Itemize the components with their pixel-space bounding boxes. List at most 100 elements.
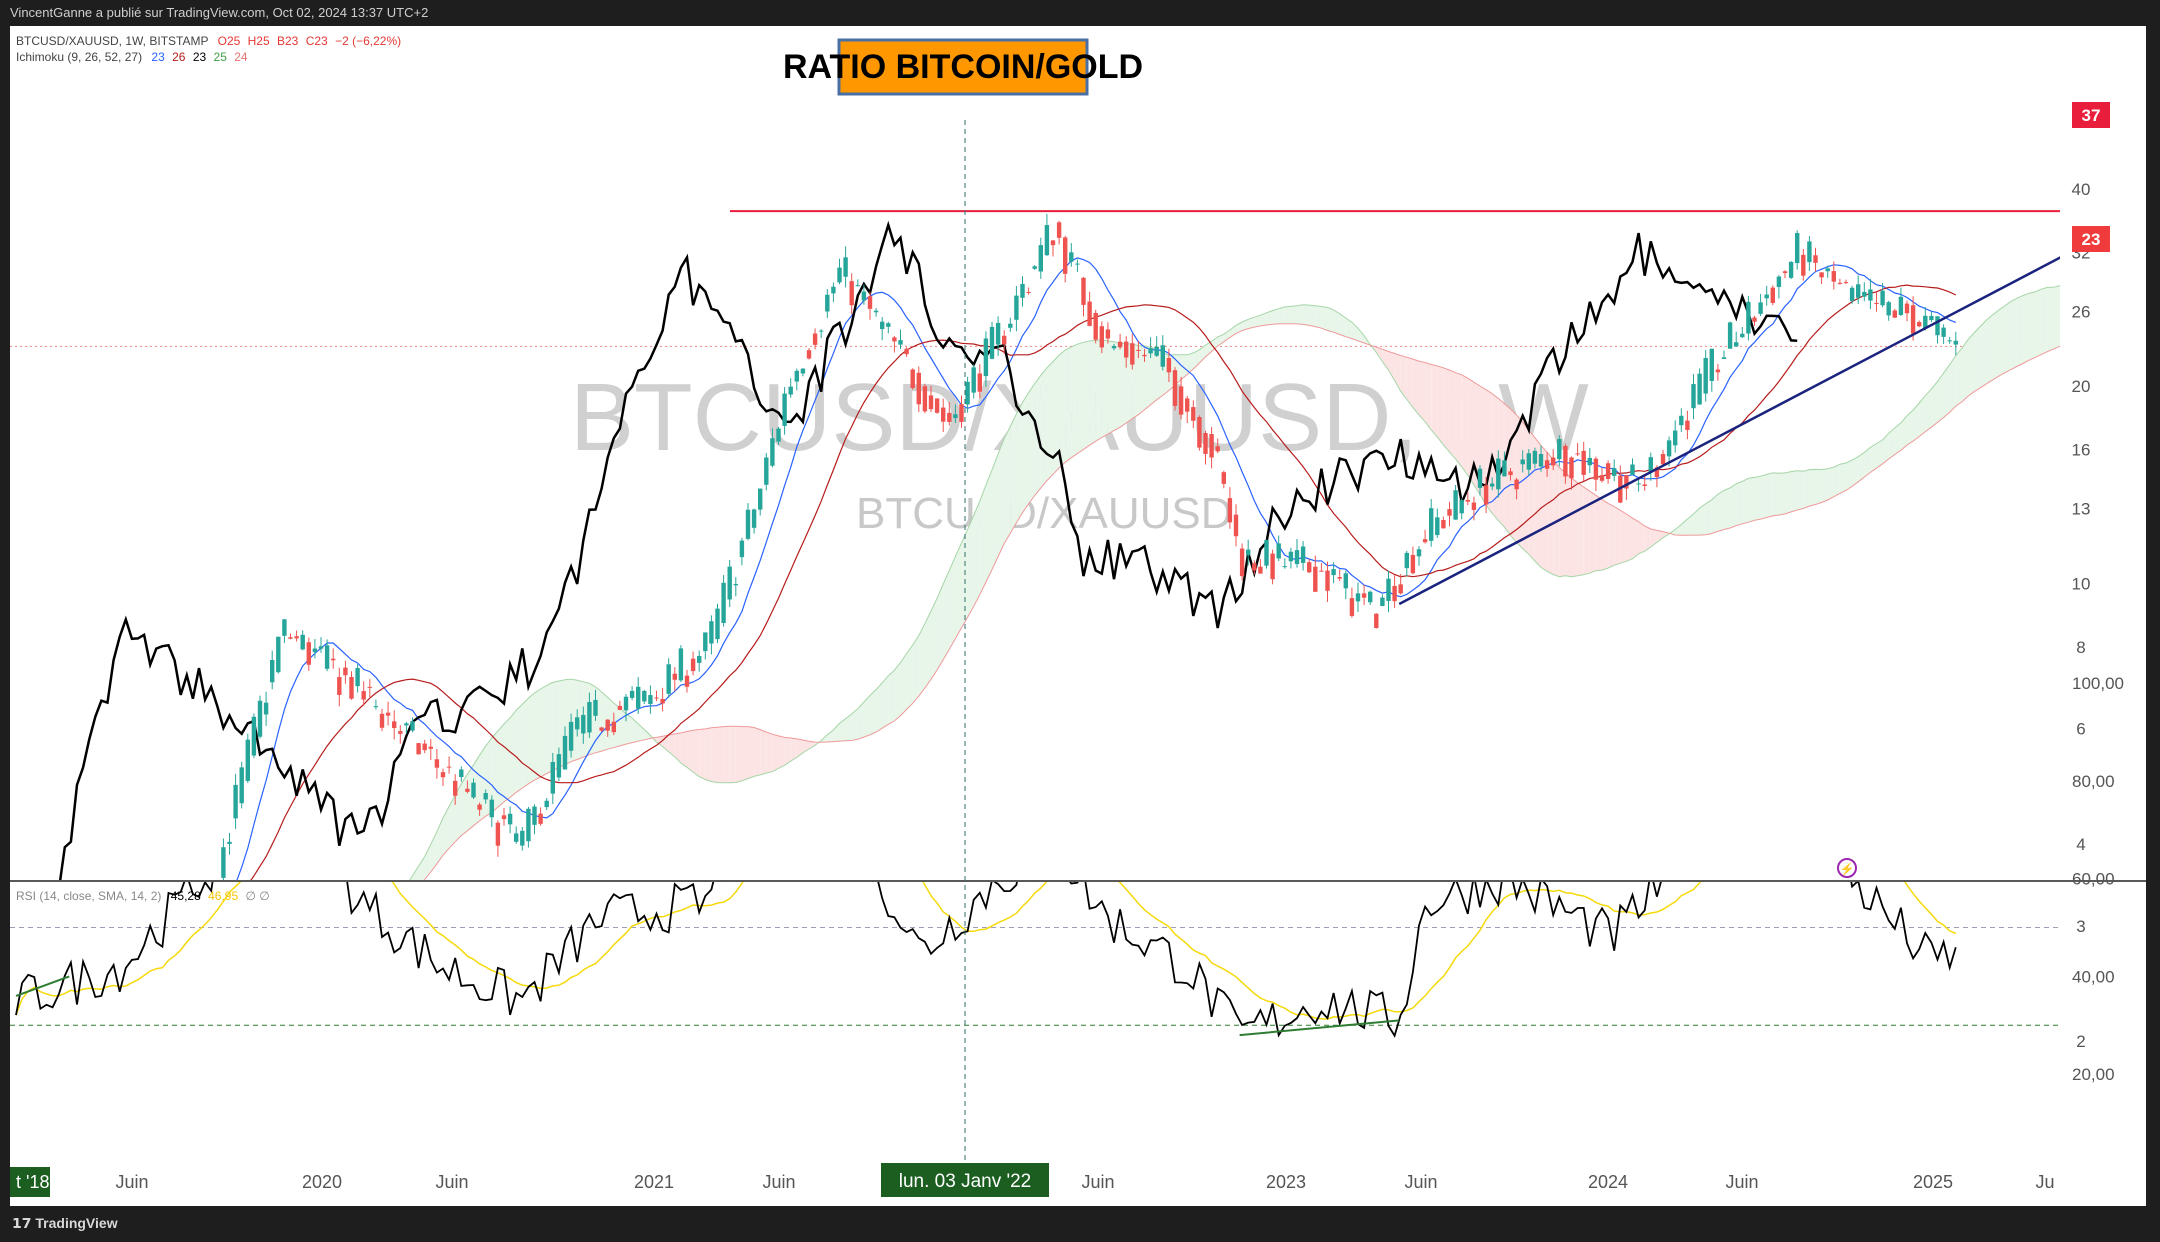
ichimoku-cloud-segment [1266,310,1273,325]
ichimoku-cloud-segment [2096,288,2102,332]
ichimoku-cloud-segment [1541,445,1548,572]
ichimoku-cloud-segment [1425,362,1432,430]
alert-icon[interactable] [1837,858,1857,878]
time-axis[interactable]: t '18 Juin 2020 Juin 2021 Juin Juin 2023 Juin 202… [10,1167,2055,1197]
ichimoku-cloud-segment [979,485,986,595]
candle-body [130,910,134,915]
tradingview-logo[interactable]: 𝟭𝟳 TradingView [12,1215,118,1232]
ichimoku-cloud-segment [1571,478,1578,577]
ichimoku-cloud-segment [424,844,431,880]
candle-body [1526,453,1531,470]
ichimoku-cloud-segment [973,501,980,607]
candle-body [898,340,903,345]
ichimoku-cloud-segment [778,735,785,769]
ichimoku-cloud-segment [1522,422,1529,555]
ichimoku-cloud-segment [1870,443,1877,473]
ichimoku-cloud-segment [827,730,834,743]
ichimoku-cloud-segment [1907,410,1914,446]
ichimoku-cloud-segment [949,556,956,650]
candle-body [995,322,1001,345]
ichimoku-cloud-segment [540,685,547,777]
ichimoku-cloud-segment [1943,364,1950,418]
ichimoku-cloud-segment [1242,319,1249,331]
candle-body [1288,551,1294,562]
candle-body [422,743,427,751]
price-tick-label: 26 [2072,302,2091,321]
candle-body [934,398,940,413]
candle-body [507,813,513,825]
candle-body [1569,457,1574,479]
candle-body [556,754,562,778]
ichimoku-cloud-segment [193,953,199,956]
ichimoku-cloud-segment [1815,469,1822,505]
legend-close: C23 [306,34,328,48]
chart-svg[interactable]: BTCUSD/XAUUSD, 1W BTCUSD/XAUUSD 52403226… [10,26,2146,1206]
title-box[interactable] [837,38,1089,96]
ichimoku-cloud-segment [1955,348,1962,407]
ichimoku-cloud-segment [242,929,248,932]
price-tick-label: 2 [2076,1032,2085,1051]
ichimoku-cloud-segment [2053,285,2060,350]
rsi-pane[interactable] [10,699,2060,1038]
candle-body [471,782,476,798]
candle-body [483,793,488,800]
candle-body [227,841,232,844]
candle-body [636,686,641,709]
candle-body [782,393,787,426]
last-price-badge [2072,226,2110,252]
ichimoku-cloud-segment [1614,506,1621,566]
ichimoku-cloud-segment [1528,430,1535,562]
candle-body [770,438,775,466]
ichimoku-cloud-segment [1772,472,1779,516]
candle-body [703,632,708,652]
rsi-axis[interactable]: 100,00 80,00 60,00 40,00 20,00 [2072,674,2124,1084]
ichimoku-cloud-segment [796,738,803,758]
ichimoku-cloud-segment [1602,499,1609,571]
candle-body [1477,468,1483,488]
ichimoku-cloud-segment [595,686,602,753]
candle-body [1807,241,1812,263]
ichimoku-cloud-segment [876,682,883,732]
ichimoku-cloud-segment [2047,287,2054,352]
candle-body [1044,225,1050,256]
ichimoku-cloud-segment [1961,339,1968,402]
candle-body [1795,233,1800,264]
ichimoku-cloud-segment [1852,456,1859,487]
ichimoku-cloud-segment [497,723,504,808]
rsi-divergence-line [1239,1019,1400,1037]
candle-body [154,915,158,920]
ichimoku-cloud-segment [839,718,846,742]
candle-body [1404,552,1409,569]
ichimoku-cloud-segment [1059,350,1066,469]
candle-body [1660,454,1666,465]
candle-body [886,323,891,327]
candle-body [1703,357,1708,394]
ichimoku-cloud-segment [1449,370,1456,460]
price-pane[interactable] [10,210,2114,997]
candle-body [825,294,830,312]
chart-frame[interactable]: BTCUSD/XAUUSD, 1W BTCUSD/XAUUSD 52403226… [10,26,2146,1206]
ichimoku-cloud-segment [772,734,779,772]
ichimoku-cloud-segment [211,940,217,944]
ichimoku-cloud-segment [699,728,706,780]
candle-body [434,759,440,768]
price-tick-label: 20 [2072,377,2091,396]
ichimoku-cloud-segment [748,726,755,779]
candle-body [355,668,360,687]
candle-body [501,815,507,820]
ichimoku-cloud-segment [1120,343,1127,428]
candle-body [343,667,348,676]
candle-body [873,310,879,313]
candle-body [861,291,867,301]
ichimoku-cloud-segment [1595,495,1602,571]
candle-body [26,946,30,961]
ichimoku-cloud-segment [888,670,895,725]
ichimoku-cloud-segment [455,783,462,842]
ichimoku-cloud-segment [199,948,205,953]
ichimoku-cloud-segment [656,736,663,747]
ichimoku-cloud-segment [2059,285,2060,347]
candle-body [758,488,763,510]
candle-body [1801,254,1806,276]
last-price-badge-label: 23 [2082,230,2101,249]
ichimoku-cloud-segment [1431,364,1438,438]
